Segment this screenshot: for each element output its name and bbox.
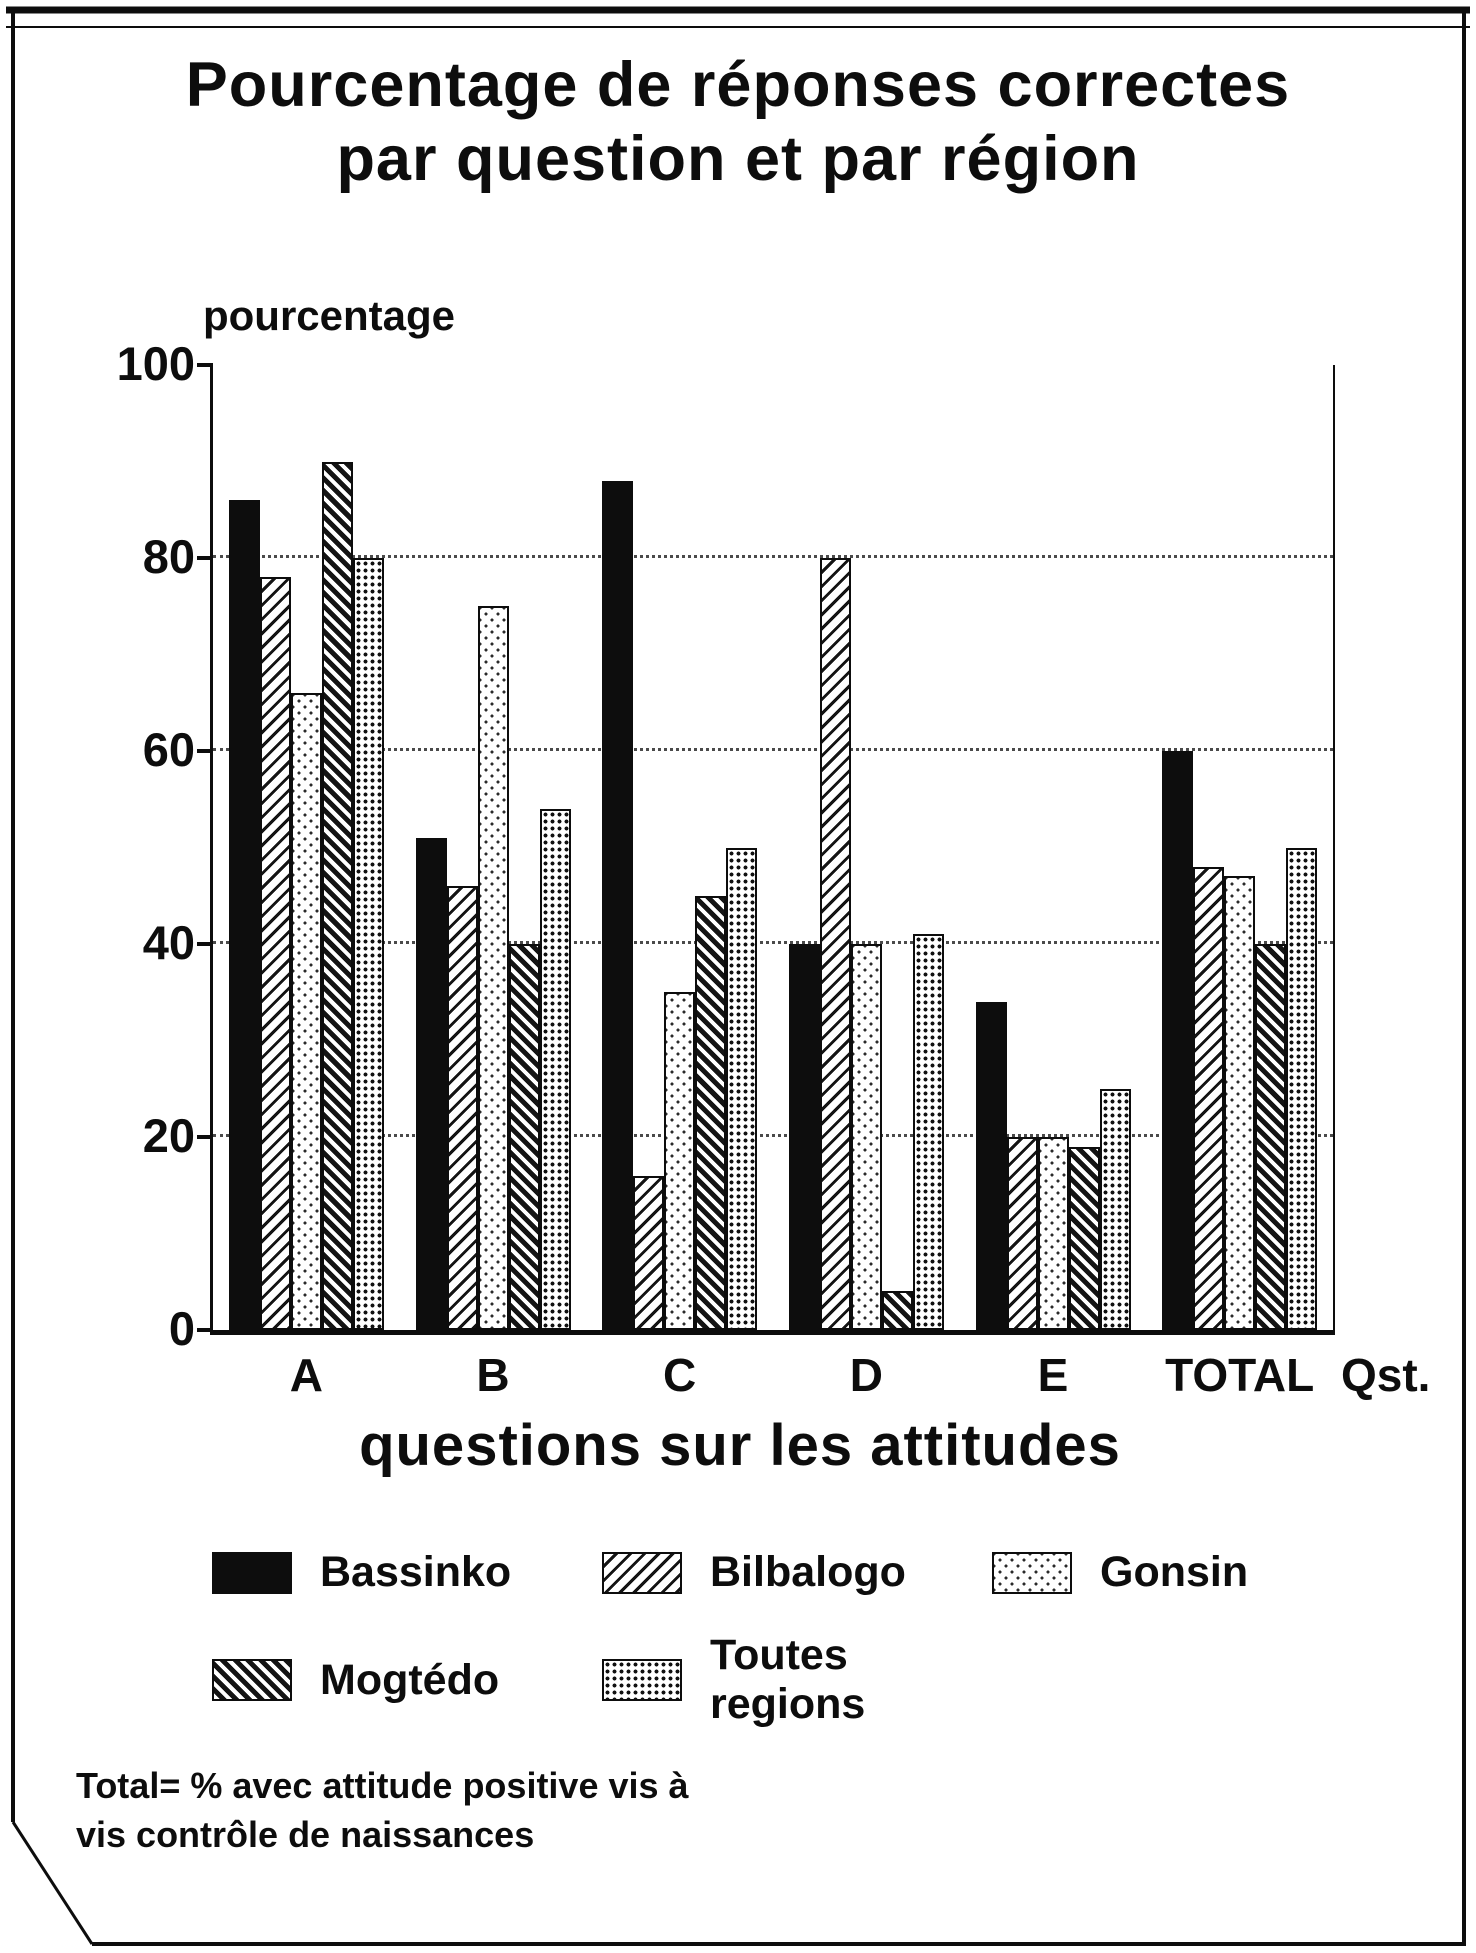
bar-gonsin-d bbox=[850, 944, 882, 1330]
xtick-label-b: B bbox=[476, 1349, 510, 1401]
ytick-mark-20 bbox=[197, 1135, 213, 1139]
ytick-label-100: 100 bbox=[116, 337, 195, 390]
ytick-label-0: 0 bbox=[168, 1302, 195, 1355]
legend-item-mogtédo: Mogtédo bbox=[212, 1631, 602, 1729]
ytick-label-20: 20 bbox=[142, 1109, 195, 1162]
bar-mogtédo-b bbox=[508, 944, 540, 1330]
bar-gonsin-b bbox=[477, 606, 509, 1330]
legend-item-toutes-regions: Toutes regions bbox=[602, 1631, 992, 1729]
legend-swatch-bassinko bbox=[212, 1551, 292, 1594]
x-axis-title: questions sur les attitudes bbox=[359, 1413, 1121, 1478]
legend: Bassinko Bilbalogo Gonsin Mogtédo Toutes reg… bbox=[212, 1548, 1392, 1763]
legend-swatch-toutes-regions bbox=[602, 1659, 682, 1701]
legend-label-bilbalogo: Bilbalogo bbox=[710, 1548, 906, 1596]
bar-bilbalogo-total bbox=[1193, 866, 1225, 1330]
gridline-60 bbox=[213, 748, 1333, 751]
bar-bilbalogo-c bbox=[633, 1175, 665, 1330]
bar-bassinko-total bbox=[1162, 751, 1194, 1330]
bar-mogtédo-e bbox=[1068, 1146, 1100, 1330]
legend-item-bassinko: Bassinko bbox=[212, 1548, 602, 1597]
bar-bassinko-e bbox=[975, 1001, 1007, 1330]
ytick-mark-80 bbox=[197, 556, 213, 560]
bar-bilbalogo-b bbox=[446, 886, 478, 1330]
bar-toutes-regions-a bbox=[352, 558, 384, 1330]
bar-bilbalogo-a bbox=[259, 577, 291, 1330]
bar-bassinko-c bbox=[602, 480, 634, 1330]
legend-label-mogtédo: Mogtédo bbox=[320, 1655, 500, 1704]
bar-toutes-regions-d bbox=[912, 934, 944, 1330]
legend-row-1: Bassinko Bilbalogo Gonsin bbox=[212, 1548, 1392, 1597]
ytick-mark-0 bbox=[197, 1328, 213, 1332]
plot-area: 0 20 40 60 80 100 A B C D E TOTAL Qst. bbox=[117, 340, 1431, 1398]
xtick-label-a: A bbox=[289, 1349, 323, 1401]
ytick-mark-100 bbox=[197, 363, 213, 367]
footnote: Total= % avec attitude positive vis à vi… bbox=[76, 1762, 689, 1859]
footnote-line1: Total= % avec attitude positive vis à bbox=[76, 1765, 689, 1806]
gridline-20 bbox=[213, 1134, 1333, 1137]
chart-title: Pourcentage de réponses correctes par qu… bbox=[0, 48, 1476, 197]
y-axis-title: pourcentage bbox=[203, 292, 456, 339]
bar-bassinko-b bbox=[415, 837, 447, 1330]
bar-gonsin-c bbox=[664, 992, 696, 1330]
chart-title-line1: Pourcentage de réponses correctes bbox=[185, 50, 1291, 120]
bar-toutes-regions-e bbox=[1099, 1088, 1131, 1330]
legend-label-gonsin: Gonsin bbox=[1100, 1548, 1249, 1596]
bar-toutes-regions-b bbox=[539, 808, 571, 1330]
ytick-label-60: 60 bbox=[142, 723, 195, 776]
gridline-80 bbox=[213, 555, 1333, 558]
legend-swatch-bilbalogo bbox=[602, 1551, 682, 1594]
ytick-mark-60 bbox=[197, 749, 213, 753]
legend-swatch-mogtédo bbox=[212, 1659, 292, 1701]
bar-bassinko-d bbox=[788, 944, 820, 1330]
bar-mogtédo-a bbox=[321, 461, 353, 1330]
xtick-label-c: C bbox=[663, 1349, 697, 1401]
xtick-label-total: TOTAL bbox=[1165, 1349, 1315, 1401]
bar-toutes-regions-total bbox=[1286, 847, 1318, 1330]
ytick-label-40: 40 bbox=[142, 916, 195, 969]
bar-mogtédo-d bbox=[881, 1291, 913, 1330]
ytick-label-80: 80 bbox=[142, 530, 195, 583]
legend-label-toutes-regions: Toutes regions bbox=[710, 1631, 866, 1728]
bar-bilbalogo-e bbox=[1006, 1137, 1038, 1330]
footnote-line2: vis contrôle de naissances bbox=[76, 1813, 535, 1855]
gridline-40 bbox=[213, 941, 1333, 944]
bar-toutes-regions-c bbox=[726, 847, 758, 1330]
xtick-label-e: E bbox=[1037, 1349, 1069, 1401]
bar-bilbalogo-d bbox=[819, 558, 851, 1330]
x-axis-suffix-label: Qst. bbox=[1341, 1349, 1431, 1401]
bar-gonsin-a bbox=[290, 693, 322, 1330]
bar-mogtédo-total bbox=[1255, 944, 1287, 1330]
ytick-mark-40 bbox=[197, 942, 213, 946]
legend-swatch-gonsin bbox=[992, 1551, 1072, 1594]
bar-mogtédo-c bbox=[695, 895, 727, 1330]
legend-row-2: Mogtédo Toutes regions bbox=[212, 1631, 1392, 1729]
bar-bassinko-a bbox=[228, 500, 260, 1330]
chart-title-line2: par question et par région bbox=[336, 124, 1140, 195]
bar-gonsin-total bbox=[1224, 876, 1256, 1330]
xtick-label-d: D bbox=[849, 1349, 883, 1401]
legend-item-bilbalogo: Bilbalogo bbox=[602, 1548, 992, 1597]
legend-item-gonsin: Gonsin bbox=[992, 1548, 1382, 1597]
bar-gonsin-e bbox=[1037, 1137, 1069, 1330]
legend-label-bassinko: Bassinko bbox=[320, 1548, 512, 1596]
